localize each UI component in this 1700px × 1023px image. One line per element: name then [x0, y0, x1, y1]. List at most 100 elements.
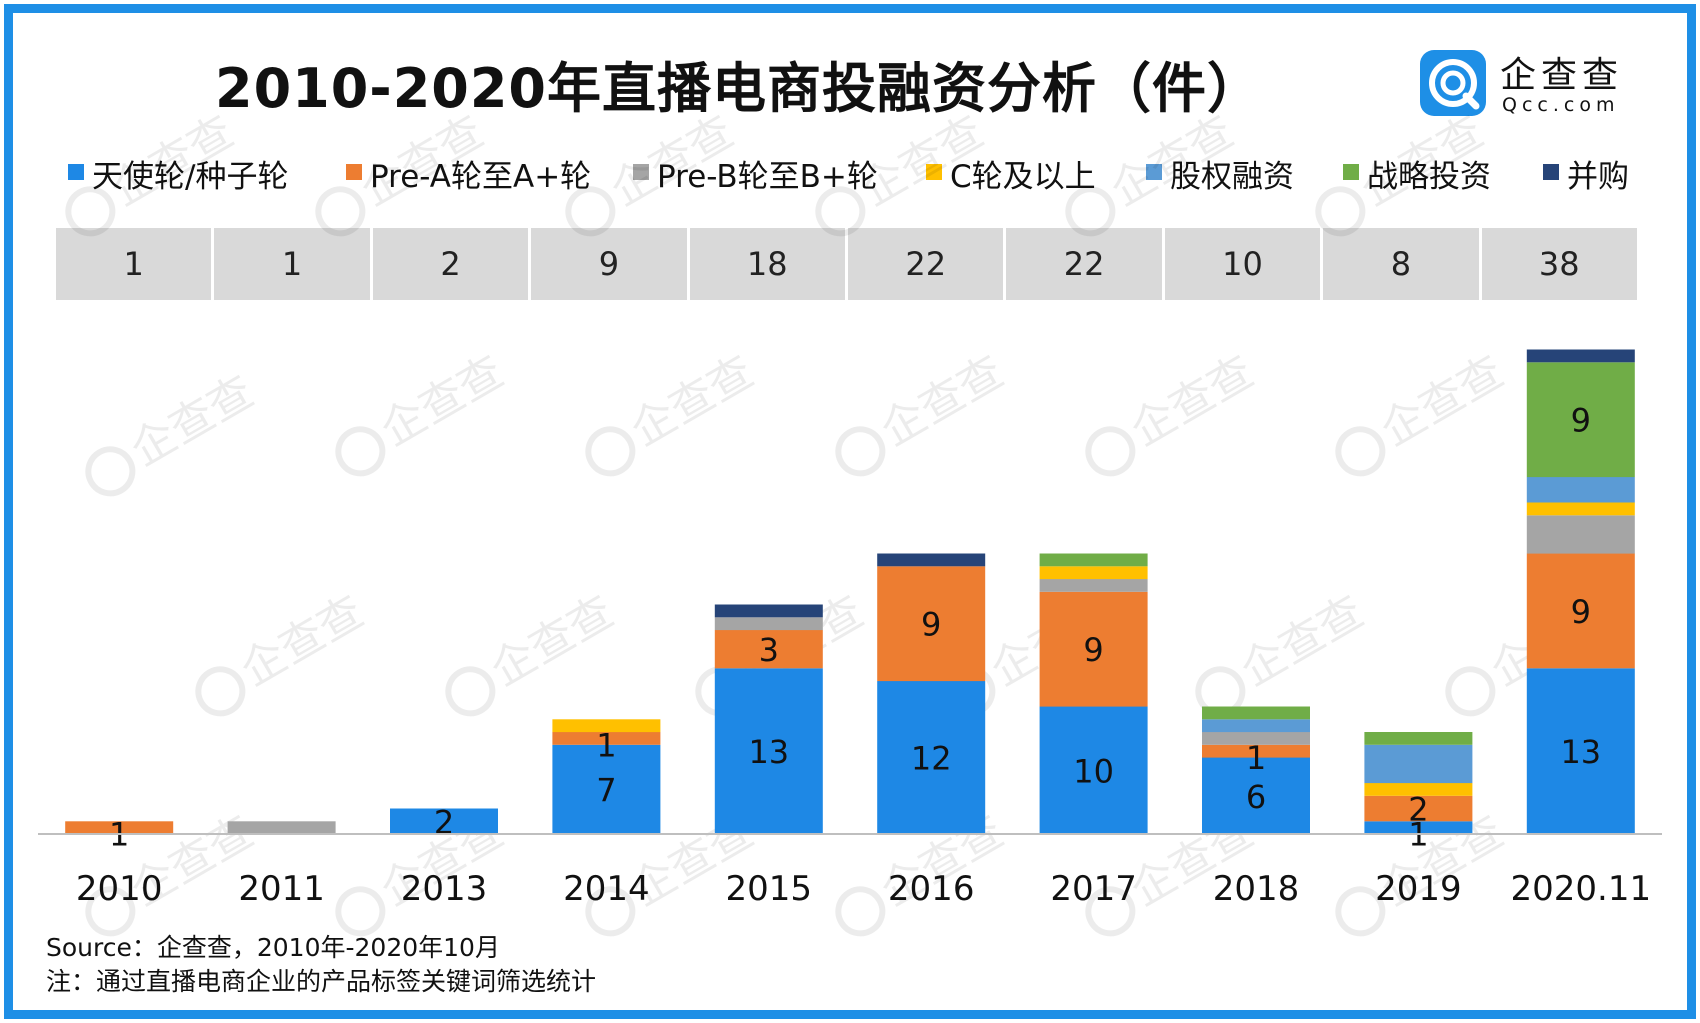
logo-text-cn: 企查查 [1500, 55, 1624, 96]
total-cell: 18 [689, 228, 845, 300]
watermark-icon [1315, 186, 1366, 237]
watermark: 企查查 [335, 346, 512, 477]
x-tick-label: 2011 [238, 869, 325, 909]
x-tick-label: 2014 [563, 869, 650, 909]
legend-swatch [1343, 164, 1359, 180]
bar-data-label: 1 [1246, 739, 1266, 777]
bar-segment [65, 821, 174, 835]
bar-segment [1202, 706, 1310, 720]
bar-segment [1039, 566, 1148, 580]
total-cell: 10 [1164, 228, 1321, 300]
watermark: 企查查 [195, 586, 372, 717]
watermark-icon [335, 886, 386, 937]
watermark: 企查查 [315, 106, 492, 237]
watermark-icon [835, 886, 886, 937]
bar-data-label: 9 [1571, 402, 1591, 440]
legend-swatch [633, 164, 649, 180]
bar-segment [1364, 821, 1473, 835]
legend-swatch [346, 164, 362, 180]
bar-segment [1364, 795, 1473, 822]
bar-segment [552, 744, 661, 835]
watermark: 企查查 [1315, 106, 1492, 237]
legend-swatch [1146, 164, 1162, 180]
bar-segment [714, 604, 823, 618]
bar-data-label: 9 [921, 606, 941, 644]
qcc-logo-icon [1420, 50, 1486, 116]
watermark-icon [85, 886, 136, 937]
watermark: 企查查 [65, 106, 242, 237]
total-cell: 1 [214, 228, 370, 300]
watermark: 企查查 [1195, 586, 1372, 717]
bar-segment [390, 808, 498, 834]
bar-data-label: 10 [1073, 752, 1114, 790]
x-tick-label: 2015 [726, 869, 813, 909]
bar-data-label: 1 [596, 726, 616, 764]
watermark-icon [585, 886, 636, 937]
legend-label: C轮及以上 [950, 159, 1096, 195]
bar-segment [877, 566, 986, 682]
bar-segment [1039, 553, 1148, 567]
total-cell: 1 [56, 228, 212, 300]
bar-segment [1526, 668, 1635, 835]
bar-data-label: 7 [596, 771, 616, 809]
watermark-icon [1445, 666, 1496, 717]
legend-label: 战略投资 [1367, 159, 1491, 195]
watermark: 企查查 [585, 346, 762, 477]
chart-title: 2010-2020年直播电商投融资分析（件） [215, 57, 1262, 120]
watermark-text: 企查查 [602, 106, 742, 216]
watermark-icon [65, 186, 116, 237]
total-cell: 2 [372, 228, 529, 300]
legend-swatch [68, 164, 84, 180]
bar-data-label: 12 [911, 740, 952, 778]
legend-swatch [926, 164, 942, 180]
watermark: 企查查 [835, 346, 1012, 477]
bar-segment [1039, 706, 1148, 834]
watermark-icon [195, 666, 246, 717]
watermark-icon [1085, 886, 1136, 937]
bar-segment [714, 630, 823, 669]
x-tick-label: 2010 [76, 869, 163, 909]
legend-label: Pre-B轮至B+轮 [657, 159, 878, 195]
watermark-text: 企查查 [1102, 106, 1242, 216]
total-cell: 38 [1481, 228, 1637, 300]
bar-segment [1526, 349, 1635, 363]
bar-segment [1202, 732, 1310, 745]
watermark-icon [1085, 426, 1136, 477]
x-tick-label: 2020.11 [1510, 869, 1651, 909]
x-tick-label: 2013 [401, 869, 488, 909]
qcc-logo: 企查查 Qcc.com [1420, 46, 1620, 116]
total-cell: 9 [531, 228, 687, 300]
watermark: 企查查 [445, 586, 622, 717]
bar-segment [1526, 362, 1635, 478]
watermark-icon [585, 426, 636, 477]
bar-segment [1202, 757, 1310, 834]
total-cell: 22 [1006, 228, 1162, 300]
watermark-icon [1065, 186, 1116, 237]
watermark-text: 企查查 [872, 346, 1012, 456]
bar-segment [1202, 719, 1310, 733]
watermark-text: 企查查 [1352, 106, 1492, 216]
bar-segment [552, 732, 661, 745]
logo-text-en: Qcc.com [1502, 94, 1620, 116]
watermark-text: 企查查 [622, 346, 762, 456]
x-tick-label: 2019 [1375, 869, 1462, 909]
bar-segment [1364, 783, 1473, 796]
legend-label: 并购 [1567, 159, 1629, 195]
x-tick-label: 2018 [1213, 869, 1300, 909]
watermark-text: 企查查 [1232, 586, 1372, 696]
bar-segment [1202, 744, 1310, 758]
bar-data-label: 6 [1246, 778, 1266, 816]
bar-data-label: 13 [1560, 733, 1601, 771]
watermark-text: 企查查 [1372, 346, 1512, 456]
watermark-icon [315, 186, 366, 237]
legend-label: 股权融资 [1170, 159, 1294, 195]
bar-data-label: 9 [1571, 593, 1591, 631]
source-text: Source：企查查，2010年-2020年10月 [46, 933, 500, 962]
bar-segment [714, 617, 823, 631]
note-text: 注：通过直播电商企业的产品标签关键词筛选统计 [46, 967, 597, 996]
watermark-icon [1335, 886, 1386, 937]
watermark: 企查查 [85, 366, 262, 497]
bar-segment [877, 681, 986, 834]
watermark-icon [445, 666, 496, 717]
